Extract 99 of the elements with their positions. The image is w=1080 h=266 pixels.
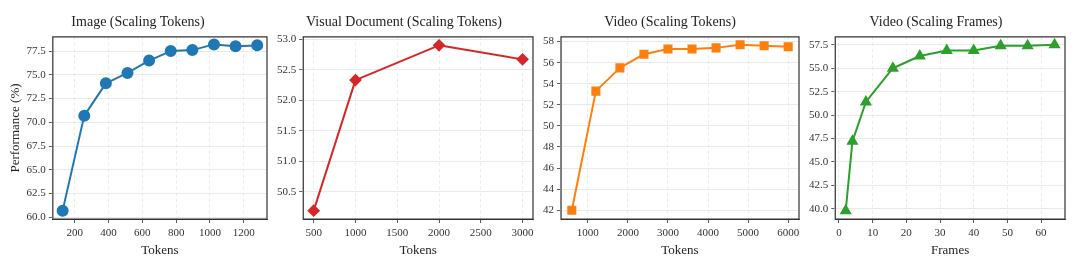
y-tick-label: 42 [543,203,554,216]
point [567,205,577,215]
x-tick-label: 800 [167,225,185,238]
y-tick-label: 75.0 [26,67,47,80]
y-tick-label: 65.0 [26,162,47,175]
point [186,44,199,57]
point [687,44,697,54]
y-tick-label: 52.0 [277,93,297,106]
y-tick-label: 46 [543,160,555,173]
y-tick-label: 70.0 [26,115,47,128]
y-tick-label: 55.0 [809,61,829,74]
point [207,38,220,51]
x-tick-label: 2500 [469,225,493,238]
point [860,95,872,106]
point [1049,38,1060,49]
x-tick-label: 200 [66,225,84,238]
chart-title: Video (Scaling Tokens) [604,14,737,31]
y-tick-label: 62.5 [26,186,47,199]
point [516,53,529,66]
x-axis-title: Tokens [399,241,437,257]
y-tick-label: 48 [543,139,555,152]
point [995,39,1006,50]
y-tick-label: 51.5 [277,123,297,136]
y-tick-label: 42.5 [809,178,829,191]
point [968,44,980,54]
point [433,39,446,52]
point [887,62,899,72]
x-tick-label: 4000 [697,225,720,238]
x-tick-label: 600 [134,225,152,238]
chart-title: Image (Scaling Tokens) [71,14,205,31]
x-tick-label: 400 [100,225,118,238]
x-tick-label: 60 [1035,225,1048,238]
x-tick-label: 1200 [232,225,256,238]
point [663,44,673,54]
y-tick-label: 50 [543,118,555,131]
point [307,204,320,217]
x-tick-label: 3000 [511,225,535,238]
x-tick-label: 5000 [737,225,760,238]
point [735,40,745,50]
x-tick-label: 2000 [616,225,640,238]
point [229,40,242,53]
y-tick-label: 52 [543,97,554,110]
point [847,135,858,145]
x-axis-title: Tokens [141,241,179,257]
y-tick-label: 54 [543,76,555,89]
point [251,39,264,52]
y-tick-label: 67.5 [26,138,47,151]
y-tick-label: 51.0 [277,154,297,167]
x-tick-label: 1500 [386,225,409,238]
chart-title: Video (Scaling Frames) [869,14,1003,31]
y-tick-label: 60.0 [26,210,47,223]
point [56,204,69,217]
y-tick-label: 50.5 [277,184,297,197]
x-tick-label: 10 [867,225,879,238]
x-tick-label: 1000 [576,225,600,238]
point [914,50,926,60]
point [78,109,91,122]
point [121,66,134,79]
point [164,45,177,58]
point [349,74,362,87]
point [1022,39,1033,50]
y-tick-label: 56 [543,55,555,68]
y-tick-label: 52.5 [277,62,297,75]
point [615,63,625,73]
x-axis-title: Frames [930,241,970,257]
point [783,42,793,52]
y-tick-label: 72.5 [26,91,47,104]
y-tick-label: 57.5 [809,37,829,50]
x-tick-label: 30 [934,225,947,238]
x-tick-label: 40 [968,225,980,238]
point [941,44,953,54]
y-tick-label: 53.0 [277,32,297,45]
y-tick-label: 50.0 [809,108,829,120]
y-tick-label: 77.5 [26,43,47,56]
x-axis-title: Tokens [661,241,699,257]
point [840,204,852,215]
y-axis-title: Performance (%) [7,83,23,173]
point [99,77,112,90]
point [759,41,769,51]
x-tick-label: 1000 [198,225,222,238]
chart-title: Visual Document (Scaling Tokens) [306,14,503,31]
x-tick-label: 500 [305,225,323,238]
y-tick-label: 45.0 [809,154,829,167]
point [711,43,721,53]
y-tick-label: 47.5 [809,131,829,144]
y-tick-label: 52.5 [809,84,829,97]
y-tick-label: 40.0 [809,201,829,214]
x-tick-label: 20 [900,225,913,238]
x-tick-label: 0 [836,225,843,238]
x-tick-label: 1000 [344,225,367,238]
x-tick-label: 3000 [656,225,680,238]
x-tick-label: 6000 [777,225,800,238]
point [591,86,601,96]
point [143,54,156,67]
point [639,49,649,59]
x-tick-label: 2000 [428,225,451,238]
y-tick-label: 58 [543,34,555,47]
x-tick-label: 50 [1001,225,1014,238]
y-tick-label: 44 [543,182,555,195]
